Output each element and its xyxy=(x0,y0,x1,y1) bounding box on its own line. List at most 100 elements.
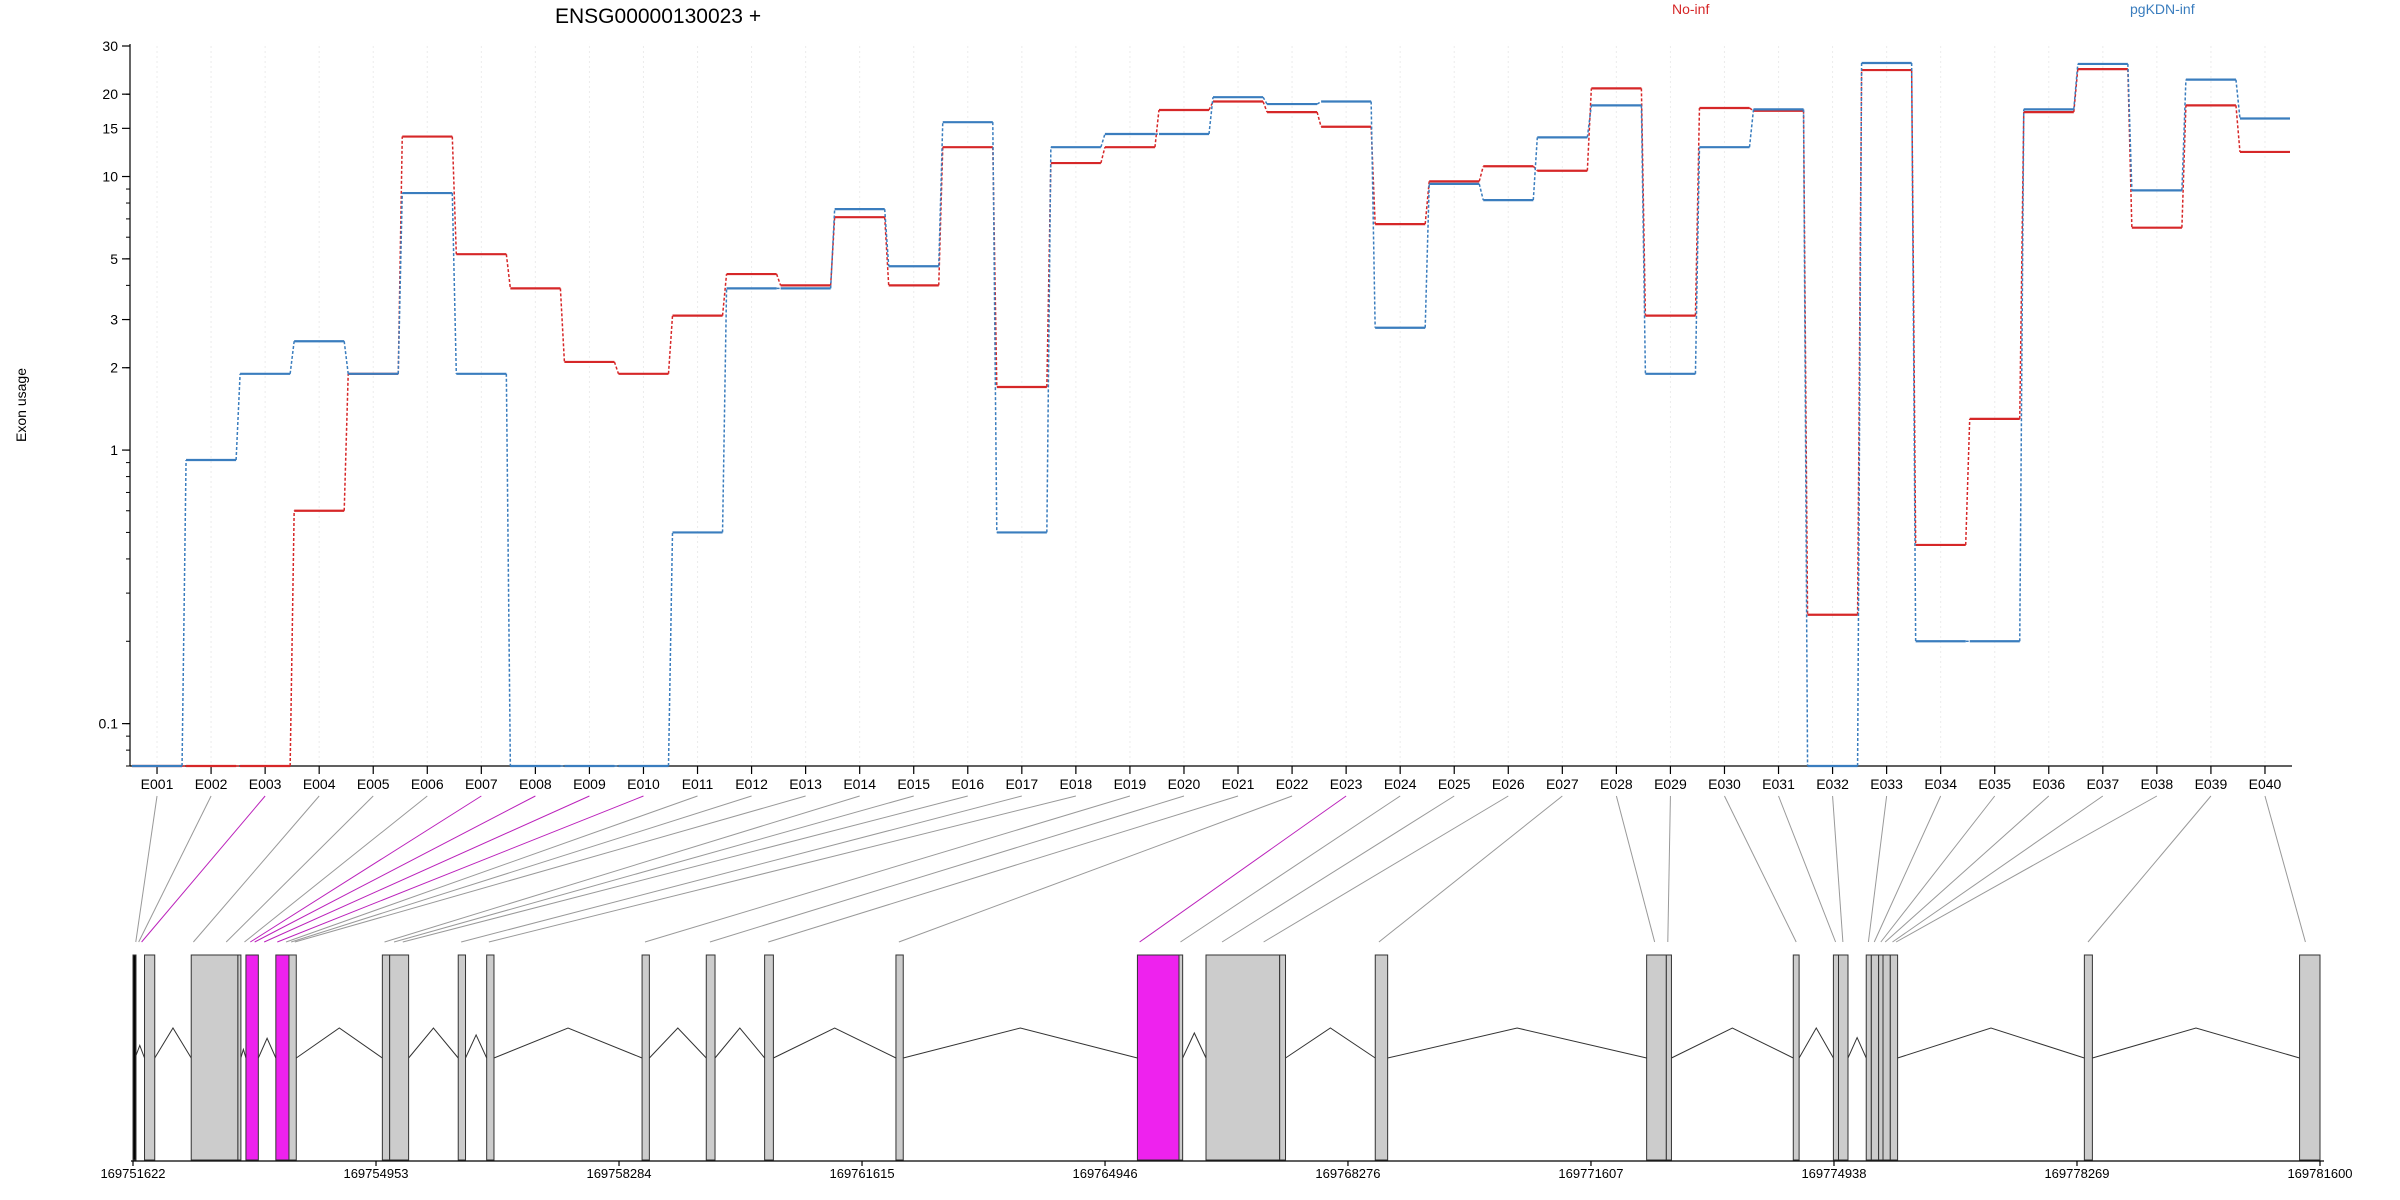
exon-block xyxy=(245,954,259,1161)
coordinate-label: 169758284 xyxy=(586,1166,651,1181)
series-pgkdn-inf xyxy=(132,61,2290,768)
exon-link xyxy=(244,795,428,943)
exon-block xyxy=(1374,954,1389,1161)
exon-link xyxy=(393,795,914,943)
introns xyxy=(134,1026,2300,1059)
y-tick-label: 0.1 xyxy=(99,716,119,732)
x-tick-label: E011 xyxy=(682,776,714,792)
gridlines xyxy=(156,46,2266,766)
gene-model: 169751622 169754953 169758284 169761615 1697… xyxy=(100,954,2353,1181)
coordinate-label: 169768276 xyxy=(1315,1166,1380,1181)
series-connector xyxy=(1478,183,1484,201)
exon-block xyxy=(1665,954,1672,1161)
series-connector xyxy=(2019,112,2025,419)
exon-block xyxy=(288,954,297,1161)
exon-link xyxy=(1867,795,1888,943)
exon-link xyxy=(1724,795,1797,943)
series-connector xyxy=(1694,147,1701,374)
x-tick-label: E006 xyxy=(411,776,444,792)
exon-link xyxy=(898,795,1293,943)
exon-block xyxy=(895,954,904,1161)
series-connector xyxy=(1910,62,1917,642)
x-tick-label: E038 xyxy=(2141,776,2174,792)
series-connector xyxy=(1262,101,1268,113)
y-tick-label: 5 xyxy=(110,251,118,267)
series-connector xyxy=(2235,105,2241,152)
exon-block xyxy=(275,954,290,1161)
series-connector xyxy=(1154,109,1160,148)
series-connector xyxy=(1532,137,1539,201)
series-connector xyxy=(829,217,836,286)
exon-link xyxy=(193,795,320,943)
exon-block xyxy=(1136,954,1180,1161)
legend-no-inf: No-inf xyxy=(1672,1,1709,17)
coordinate-label: 169764946 xyxy=(1072,1166,1137,1181)
exon-block xyxy=(457,954,467,1161)
exon-block xyxy=(486,954,495,1161)
intron xyxy=(1182,1031,1207,1059)
exon-link xyxy=(644,795,1131,943)
exon-link xyxy=(225,795,374,943)
intron xyxy=(465,1033,488,1059)
x-tick-label: E019 xyxy=(1114,776,1147,792)
intron xyxy=(1671,1027,1794,1059)
series-connector xyxy=(451,193,458,374)
exon-block xyxy=(389,954,410,1161)
exon-link xyxy=(1832,795,1844,943)
series-connector xyxy=(829,209,836,289)
exon-block xyxy=(237,954,242,1161)
series-connector xyxy=(883,217,890,286)
x-tick-label: E022 xyxy=(1276,776,1309,792)
y-axis-label: Exon usage xyxy=(13,368,29,442)
x-tick-label: E036 xyxy=(2032,776,2065,792)
x-tick-label: E040 xyxy=(2249,776,2282,792)
series-connector xyxy=(1749,107,1754,112)
x-tick-label: E028 xyxy=(1600,776,1633,792)
x-tick-label: E033 xyxy=(1870,776,1903,792)
x-tick-label: E032 xyxy=(1816,776,1849,792)
intron xyxy=(903,1027,1138,1059)
series-connector xyxy=(235,373,241,461)
exon-link xyxy=(1180,795,1401,943)
series-connector xyxy=(289,510,295,767)
series-connector xyxy=(2127,69,2133,228)
x-tick-label: E004 xyxy=(303,776,336,792)
series-connector xyxy=(1586,88,1593,171)
x-tick-label: E014 xyxy=(843,776,876,792)
series-connector xyxy=(1208,97,1214,135)
exon-link xyxy=(2087,795,2212,943)
series-connector xyxy=(1586,105,1593,138)
exon-block xyxy=(1792,954,1800,1161)
exon-link xyxy=(141,795,266,943)
axes: 0.1 1 2 3 5 10 15 20 30 E001 E002 E003 E004 E005 E006 E… xyxy=(99,38,2292,792)
exon-block xyxy=(144,954,156,1161)
intron xyxy=(240,1047,247,1059)
intron xyxy=(1387,1027,1647,1059)
exon-link xyxy=(263,795,590,943)
x-tick-label: E035 xyxy=(1978,776,2011,792)
exon-block xyxy=(1279,954,1287,1161)
intron xyxy=(295,1027,383,1059)
coordinate-label: 169771607 xyxy=(1558,1166,1623,1181)
intron xyxy=(1847,1036,1867,1059)
intron xyxy=(1798,1026,1834,1059)
series-connector xyxy=(1802,110,1809,615)
exon-link xyxy=(1667,795,1671,943)
series-connector xyxy=(667,315,674,374)
exon-link xyxy=(768,795,1239,943)
exon-block xyxy=(1178,954,1184,1161)
exon-link xyxy=(1139,795,1347,943)
x-tick-label: E031 xyxy=(1762,776,1795,792)
exon-block xyxy=(1878,954,1884,1161)
series-connector xyxy=(1100,133,1106,148)
y-tick-label: 20 xyxy=(102,86,118,102)
series-connector xyxy=(938,122,944,267)
series-connector xyxy=(775,273,782,286)
x-tick-label: E005 xyxy=(357,776,390,792)
exon-block xyxy=(381,954,391,1161)
y-tick-label: 3 xyxy=(110,312,118,328)
series-connector xyxy=(397,193,403,374)
coordinate-label: 169754953 xyxy=(343,1166,408,1181)
chart-title: ENSG00000130023 + xyxy=(555,5,761,28)
